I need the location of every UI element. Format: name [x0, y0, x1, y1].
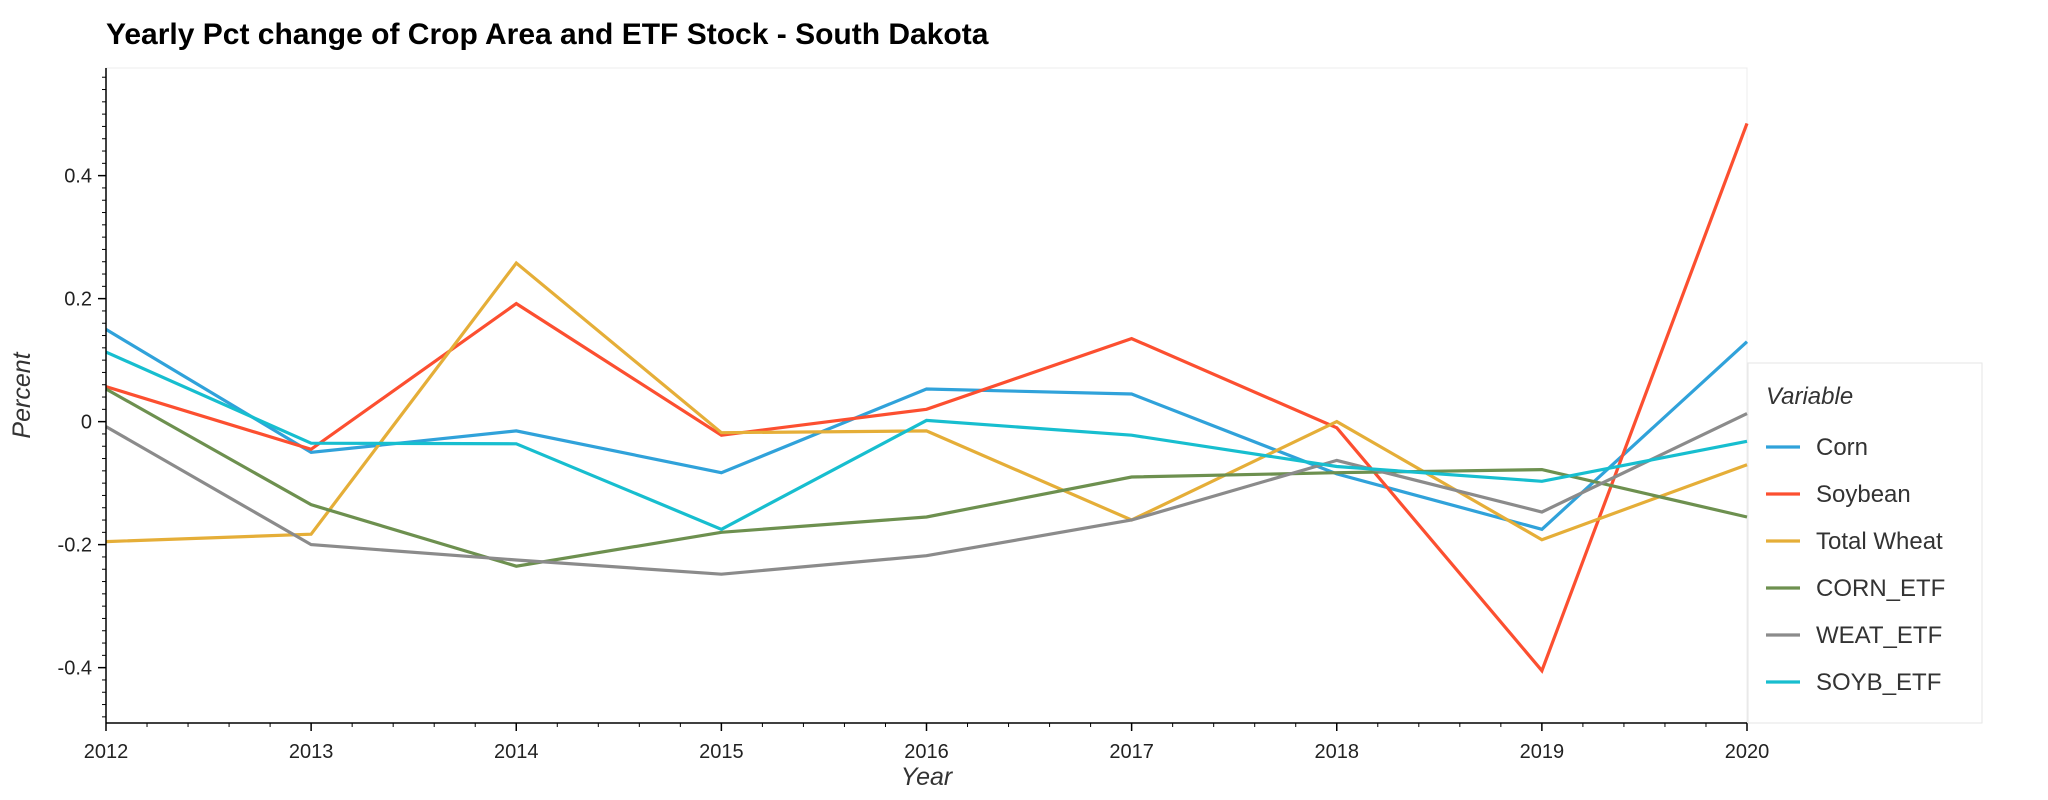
x-tick-label: 2016	[904, 741, 949, 763]
series-line-soybean[interactable]	[105, 122, 1749, 674]
legend-label: WEAT_ETF	[1816, 622, 1942, 649]
y-tick-label: 0	[81, 412, 92, 434]
axes-layer: -0.4 -0.2 0 0.2 0.4 2012 2013 2014 2015 2016 2017 2…	[8, 68, 1769, 791]
series-line-soyb-etf[interactable]	[105, 350, 1748, 532]
y-axis-label: Percent	[8, 351, 36, 438]
x-tick-label: 2013	[289, 741, 334, 763]
plot-frame	[105, 67, 1748, 724]
legend-label: CORN_ETF	[1816, 575, 1945, 602]
legend-title: Variable	[1766, 383, 1853, 410]
series-line-total-wheat[interactable]	[105, 260, 1748, 544]
x-tick-label: 2014	[494, 741, 539, 763]
y-tick-label: -0.4	[58, 658, 92, 680]
chart-title: Yearly Pct change of Crop Area and ETF S…	[106, 18, 989, 51]
legend-label: Soybean	[1816, 481, 1911, 508]
x-axis-label: Year	[901, 763, 954, 791]
y-tick-label: -0.2	[58, 535, 92, 557]
legend-label: SOYB_ETF	[1816, 669, 1941, 696]
legend-item-corn-etf[interactable]: CORN_ETF	[1766, 575, 1945, 602]
legend-item-soybean[interactable]: Soybean	[1766, 481, 1911, 508]
x-tick-label: 2012	[84, 741, 129, 763]
legend-item-total-wheat[interactable]: Total Wheat	[1766, 528, 1943, 555]
legend[interactable]: Variable Corn Soybean Total Wheat CORN_ETF WE…	[1747, 362, 1983, 724]
x-tick-label: 2017	[1109, 741, 1154, 763]
y-tick-label: 0.4	[64, 166, 92, 188]
plot-border	[105, 67, 1748, 724]
legend-item-weat-etf[interactable]: WEAT_ETF	[1766, 622, 1942, 649]
series-line-corn-etf[interactable]	[105, 387, 1748, 568]
legend-label: Total Wheat	[1816, 528, 1943, 555]
legend-item-soyb-etf[interactable]: SOYB_ETF	[1766, 669, 1941, 696]
y-tick-label: 0.2	[64, 289, 92, 311]
legend-item-corn[interactable]: Corn	[1766, 434, 1868, 461]
x-tick-label: 2015	[699, 741, 744, 763]
x-tick-label: 2020	[1725, 741, 1770, 763]
legend-label: Corn	[1816, 434, 1868, 461]
x-tick-label: 2018	[1315, 741, 1360, 763]
legend-box	[1747, 362, 1983, 724]
x-tick-label: 2019	[1520, 741, 1565, 763]
series-layer	[105, 122, 1749, 674]
series-line-weat-etf[interactable]	[105, 412, 1748, 576]
